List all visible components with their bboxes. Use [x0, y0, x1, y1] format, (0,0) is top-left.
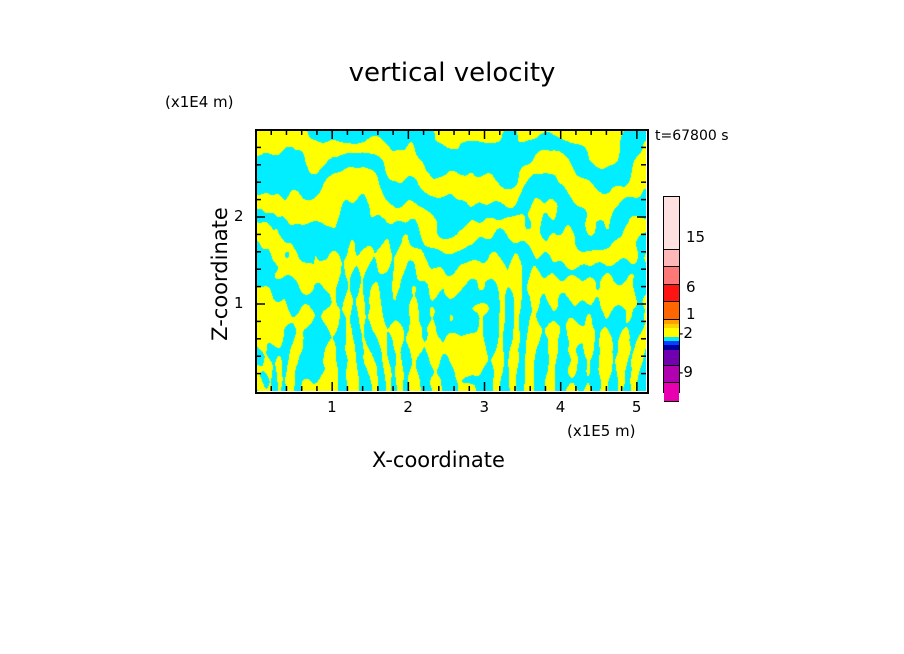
chart-title: vertical velocity: [348, 58, 556, 88]
colorbar-segment: [664, 324, 679, 328]
colorbar-segment: [664, 383, 679, 402]
x-tick-label: 5: [631, 398, 642, 416]
colorbar-segment: [664, 328, 679, 332]
colorbar-segment: [664, 285, 679, 302]
colorbar-segment: [664, 267, 679, 285]
colorbar-segment: [664, 320, 679, 324]
y-tick-label: 2: [234, 207, 244, 225]
x-tick-label: 2: [403, 398, 413, 416]
x-tick-label: 3: [479, 398, 490, 416]
colorbar-segment: [664, 341, 679, 345]
x-unit-label: (x1E5 m): [567, 422, 636, 440]
time-label: t=67800 s: [655, 128, 729, 144]
colorbar-segment: [664, 337, 679, 341]
y-unit-label: (x1E4 m): [165, 93, 234, 111]
colorbar: [663, 196, 680, 402]
colorbar-label: 6: [686, 278, 696, 296]
colorbar-segment: [664, 302, 679, 320]
x-axis-label: X-coordinate: [372, 448, 505, 472]
colorbar-label: 1: [686, 305, 696, 323]
contour-field: [256, 130, 646, 391]
colorbar-segment: [664, 250, 679, 267]
colorbar-label: -9: [678, 363, 693, 381]
x-tick-label: 4: [555, 398, 566, 416]
colorbar-segment: [664, 366, 679, 383]
colorbar-segment: [664, 345, 679, 350]
plot-frame: [255, 129, 649, 394]
colorbar-label: 15: [686, 228, 706, 246]
colorbar-label: -2: [678, 324, 693, 342]
colorbar-segment: [664, 350, 679, 366]
y-tick-label: 1: [234, 294, 244, 312]
colorbar-segment: [664, 197, 679, 250]
x-tick-label: 1: [327, 398, 337, 416]
colorbar-segment: [664, 332, 679, 337]
